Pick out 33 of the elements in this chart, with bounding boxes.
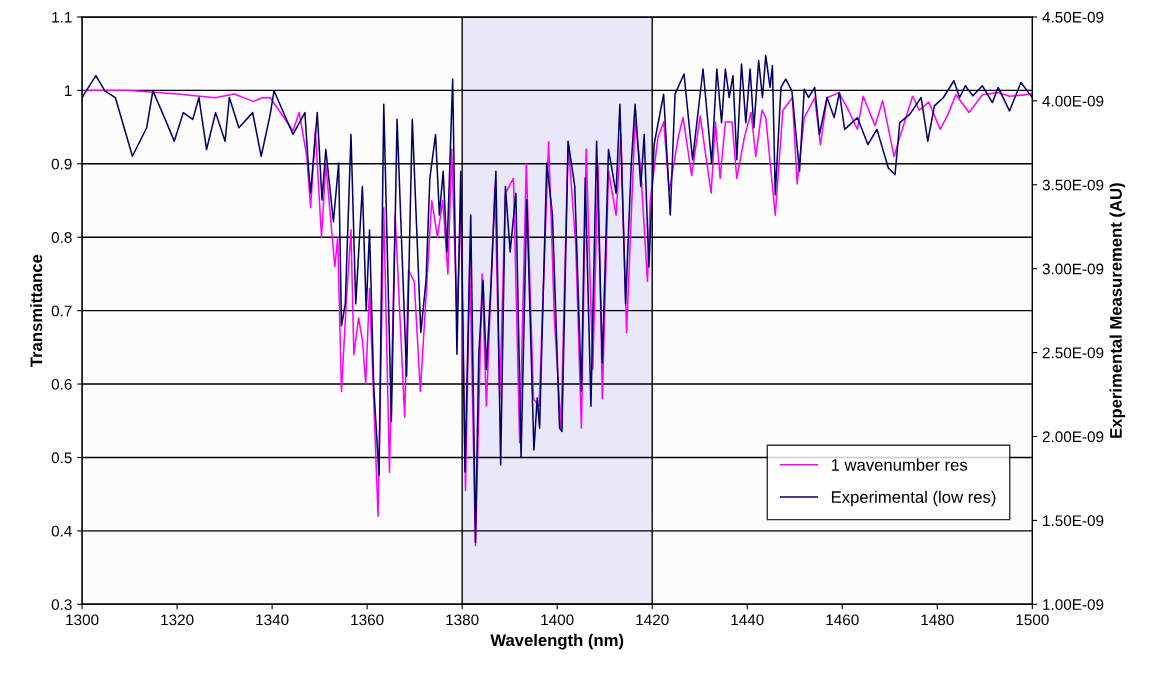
y2-axis-title: Experimental Measurement (AU): [1109, 183, 1126, 438]
x-tick-label: 1320: [161, 614, 194, 626]
y2-tick-label: 2.50E-09: [1042, 347, 1104, 359]
y-tick-label: 0.5: [51, 452, 72, 464]
x-tick-label: 1360: [351, 614, 384, 626]
x-axis-title: Wavelength (nm): [490, 633, 624, 650]
y-tick-label: 1.1: [52, 12, 72, 23]
y2-tick-label: 4.50E-09: [1042, 11, 1104, 23]
y-tick-label: 0.8: [51, 232, 72, 243]
y-tick-label: 0.6: [51, 378, 72, 390]
x-tick-label: 1440: [731, 614, 764, 626]
y-tick-label: 1: [65, 85, 72, 96]
y2-tick-label: 1.50E-09: [1043, 515, 1104, 527]
y-tick-label: 0.9: [51, 158, 72, 170]
y2-tick-label: 1.00E-09: [1043, 599, 1104, 610]
legend-label: 1 wavenumber res: [831, 458, 968, 471]
y2-tick-label: 2.00E-09: [1042, 431, 1104, 443]
y2-tick-label: 3.00E-09: [1042, 263, 1104, 275]
y-axis-title: Transmittance: [30, 254, 43, 367]
y-tick-label: 0.4: [51, 525, 72, 537]
x-tick-label: 1380: [446, 614, 479, 626]
x-tick-label: 1400: [541, 614, 574, 626]
x-tick-label: 1460: [826, 614, 859, 626]
y-tick-label: 0.3: [51, 599, 72, 610]
x-tick-label: 1420: [636, 614, 669, 626]
x-tick-label: 1480: [921, 614, 954, 626]
y2-tick-label: 4.00E-09: [1042, 95, 1104, 107]
legend-label: Experimental (low res): [831, 490, 996, 507]
y-tick-label: 0.7: [51, 305, 72, 317]
y2-tick-label: 3.50E-09: [1042, 179, 1104, 191]
x-tick-label: 1340: [256, 614, 289, 626]
x-tick-label: 1300: [66, 614, 99, 626]
x-tick-label: 1500: [1016, 614, 1049, 626]
